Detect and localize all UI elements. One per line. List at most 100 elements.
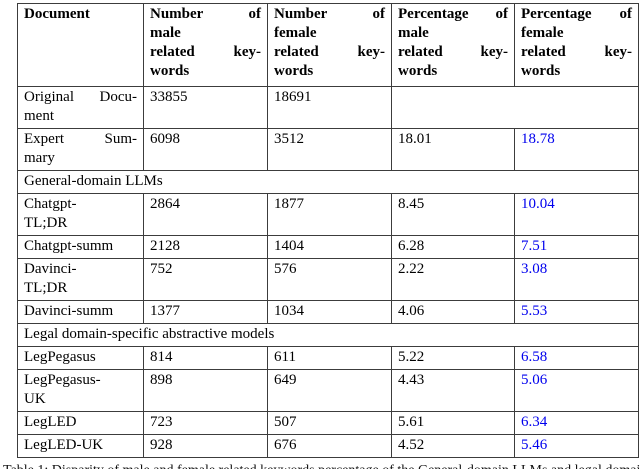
cell-pct-female: 3.08 — [514, 258, 639, 301]
header-line: female — [521, 25, 564, 41]
cell-num-female: 649 — [267, 369, 392, 412]
cell-num-female: 576 — [267, 258, 392, 301]
header-line: words — [398, 63, 438, 79]
doc-line: Chatgpt- — [24, 196, 77, 212]
doc-line: ment — [24, 108, 54, 124]
doc-line: LegLED — [24, 414, 77, 430]
col-header-document: Document — [17, 3, 144, 87]
cell-pct-female: 10.04 — [514, 193, 639, 236]
cell-num-female: 1877 — [267, 193, 392, 236]
cell-num-female: 507 — [267, 411, 392, 435]
cell-document: Chatgpt-summ — [17, 235, 144, 259]
col-header-num-female: Number of female related key- words — [267, 3, 392, 87]
cell-document: LegLED-UK — [17, 434, 144, 458]
cell-document: Davinci- TL;DR — [17, 258, 144, 301]
doc-line: mary — [24, 150, 55, 166]
cell-pct-male: 18.01 — [391, 128, 515, 171]
cell-num-male: 752 — [143, 258, 268, 301]
cell-num-female: 3512 — [267, 128, 392, 171]
header-line: related key- — [150, 44, 261, 60]
doc-line: Original Docu- — [24, 89, 137, 105]
header-line: words — [150, 63, 190, 79]
cell-pct-female: 5.53 — [514, 300, 639, 324]
cell-pct-male: 5.22 — [391, 346, 515, 370]
cell-pct-female: 6.34 — [514, 411, 639, 435]
cell-document: LegPegasus — [17, 346, 144, 370]
cell-pct-male: 6.28 — [391, 235, 515, 259]
cell-document: Original Docu- ment — [17, 86, 144, 129]
header-line: related key- — [398, 44, 508, 60]
table-row-legpegasus: LegPegasus 814 611 5.22 6.58 — [17, 346, 639, 370]
cell-num-female: 18691 — [267, 86, 392, 129]
cell-pct-female: 5.06 — [514, 369, 639, 412]
table-row-legled: LegLED 723 507 5.61 6.34 — [17, 411, 639, 435]
cell-pct-male: 4.06 — [391, 300, 515, 324]
table-row-legpegasus-uk: LegPegasus- UK 898 649 4.43 5.06 — [17, 369, 639, 412]
table-row-davinci-tldr: Davinci- TL;DR 752 576 2.22 3.08 — [17, 258, 639, 301]
cell-num-male: 814 — [143, 346, 268, 370]
section-header-legal: Legal domain-specific abstractive models — [17, 323, 639, 347]
doc-line: TL;DR — [24, 280, 68, 296]
table-row-davinci-summ: Davinci-summ 1377 1034 4.06 5.53 — [17, 300, 639, 324]
cell-document: LegPegasus- UK — [17, 369, 144, 412]
table-row-chatgpt-tldr: Chatgpt- TL;DR 2864 1877 8.45 10.04 — [17, 193, 639, 236]
table-row-legled-uk: LegLED-UK 928 676 4.52 5.46 — [17, 434, 639, 458]
header-line: related key- — [274, 44, 385, 60]
table-header-row: Document Number of male related key- wor… — [17, 3, 639, 87]
doc-line: LegPegasus- — [24, 372, 101, 388]
cell-pct-male: 4.52 — [391, 434, 515, 458]
doc-line: Expert Sum- — [24, 131, 137, 147]
header-line: Percentage of — [521, 6, 632, 22]
cell-num-male: 898 — [143, 369, 268, 412]
cell-num-male: 2864 — [143, 193, 268, 236]
header-line: male — [398, 25, 429, 41]
header-line: words — [521, 63, 561, 79]
cell-document: Chatgpt- TL;DR — [17, 193, 144, 236]
cell-num-male: 33855 — [143, 86, 268, 129]
header-line: male — [150, 25, 181, 41]
cell-pct-male: 5.61 — [391, 411, 515, 435]
cell-document: Davinci-summ — [17, 300, 144, 324]
cell-num-male: 2128 — [143, 235, 268, 259]
cell-num-female: 1034 — [267, 300, 392, 324]
cell-num-male: 723 — [143, 411, 268, 435]
cell-num-male: 1377 — [143, 300, 268, 324]
cell-document: LegLED — [17, 411, 144, 435]
cell-pct-male: 4.43 — [391, 369, 515, 412]
col-header-pct-male: Percentage of male related key- words — [391, 3, 515, 87]
col-header-pct-female: Percentage of female related key- words — [514, 3, 639, 87]
doc-line: Chatgpt-summ — [24, 238, 114, 254]
gender-keywords-table: Document Number of male related key- wor… — [17, 3, 639, 458]
col-header-num-male: Number of male related key- words — [143, 3, 268, 87]
header-line: Number of — [150, 6, 261, 22]
cell-pct-female: 18.78 — [514, 128, 639, 171]
doc-line: Davinci- — [24, 261, 77, 277]
header-line: related key- — [521, 44, 632, 60]
doc-line: LegLED-UK — [24, 437, 104, 453]
cell-num-female: 676 — [267, 434, 392, 458]
cell-pct-female: 5.46 — [514, 434, 639, 458]
cell-pct-female: 7.51 — [514, 235, 639, 259]
caption-text: Table 1: Disparity of male and female re… — [3, 463, 640, 469]
section-row-general: General-domain LLMs — [17, 170, 639, 194]
table-row-chatgpt-summ: Chatgpt-summ 2128 1404 6.28 7.51 — [17, 235, 639, 259]
cell-pct-female: 6.58 — [514, 346, 639, 370]
cell-num-male: 928 — [143, 434, 268, 458]
header-line: Document — [24, 6, 90, 22]
cell-num-female: 1404 — [267, 235, 392, 259]
doc-line: UK — [24, 391, 46, 407]
doc-line: Davinci-summ — [24, 303, 114, 319]
cell-num-male: 6098 — [143, 128, 268, 171]
header-line: female — [274, 25, 317, 41]
section-row-legal: Legal domain-specific abstractive models — [17, 323, 639, 347]
header-line: Percentage of — [398, 6, 508, 22]
cell-pct-merged-empty — [391, 86, 639, 129]
header-line: Number of — [274, 6, 385, 22]
doc-line: LegPegasus — [24, 349, 96, 365]
caption: Table 1: Disparity of male and female re… — [3, 462, 640, 469]
doc-line: TL;DR — [24, 215, 68, 231]
table-row-expert-summary: Expert Sum- mary 6098 3512 18.01 18.78 — [17, 128, 639, 171]
cell-document: Expert Sum- mary — [17, 128, 144, 171]
table-row-original-document: Original Docu- ment 33855 18691 — [17, 86, 639, 129]
